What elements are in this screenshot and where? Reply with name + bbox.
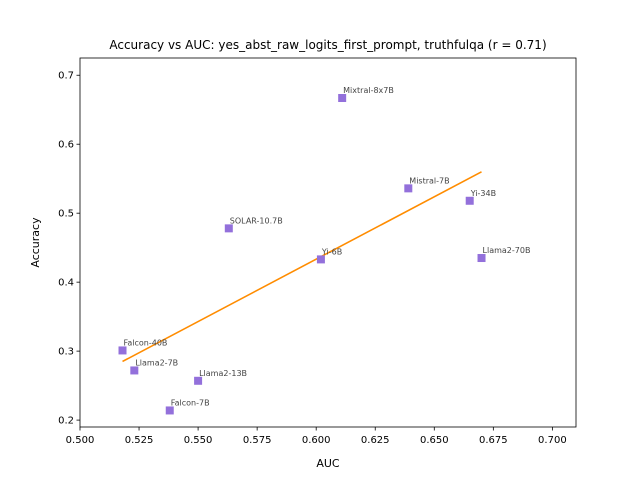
point-label: Mixtral-8x7B <box>343 86 394 95</box>
x-tick-label: 0.700 <box>538 435 567 446</box>
point-label: SOLAR-10.7B <box>230 216 283 225</box>
x-tick-label: 0.575 <box>243 435 272 446</box>
x-tick-label: 0.550 <box>184 435 213 446</box>
x-tick-label: 0.525 <box>125 435 154 446</box>
data-point <box>404 184 413 193</box>
fit-line-layer <box>122 171 482 363</box>
y-tick-label: 0.6 <box>58 140 74 151</box>
data-point <box>224 224 233 233</box>
points-layer: Mixtral-8x7B Mistral-7B Yi-34B SOLAR-10.7B Y… <box>118 86 531 415</box>
data-point <box>338 94 347 103</box>
x-axis-label: AUC <box>316 457 340 470</box>
y-tick-label: 0.2 <box>58 416 74 427</box>
x-tick-label: 0.675 <box>479 435 508 446</box>
y-tick-label: 0.4 <box>58 278 74 289</box>
axes: 0.500 0.525 0.550 0.575 0.600 0.625 0.650 0.675… <box>58 57 577 446</box>
data-point <box>465 196 474 205</box>
plot-frame <box>79 57 577 428</box>
point-label: Llama2-13B <box>199 369 247 378</box>
x-tick-label: 0.500 <box>66 435 95 446</box>
data-point <box>118 346 127 355</box>
data-point <box>194 376 203 385</box>
point-label: Yi-34B <box>470 189 496 198</box>
chart-title: Accuracy vs AUC: yes_abst_raw_logits_fir… <box>109 38 546 52</box>
y-tick-label: 0.5 <box>58 209 74 220</box>
fit-line <box>122 171 482 363</box>
data-point <box>165 406 174 415</box>
point-label: Yi-6B <box>321 247 342 256</box>
y-tick-label: 0.3 <box>58 347 74 358</box>
y-axis-label: Accuracy <box>29 217 42 268</box>
point-label: Llama2-7B <box>135 358 178 367</box>
y-tick-label: 0.7 <box>58 71 74 82</box>
x-tick-label: 0.625 <box>361 435 390 446</box>
data-point <box>316 255 325 264</box>
point-label: Llama2-70B <box>483 246 531 255</box>
data-point <box>130 366 139 375</box>
data-point <box>477 254 486 263</box>
x-tick-label: 0.600 <box>302 435 331 446</box>
point-label: Mistral-7B <box>409 176 449 185</box>
point-label: Falcon-40B <box>124 338 168 347</box>
point-label: Falcon-7B <box>171 398 210 407</box>
x-tick-label: 0.650 <box>420 435 449 446</box>
